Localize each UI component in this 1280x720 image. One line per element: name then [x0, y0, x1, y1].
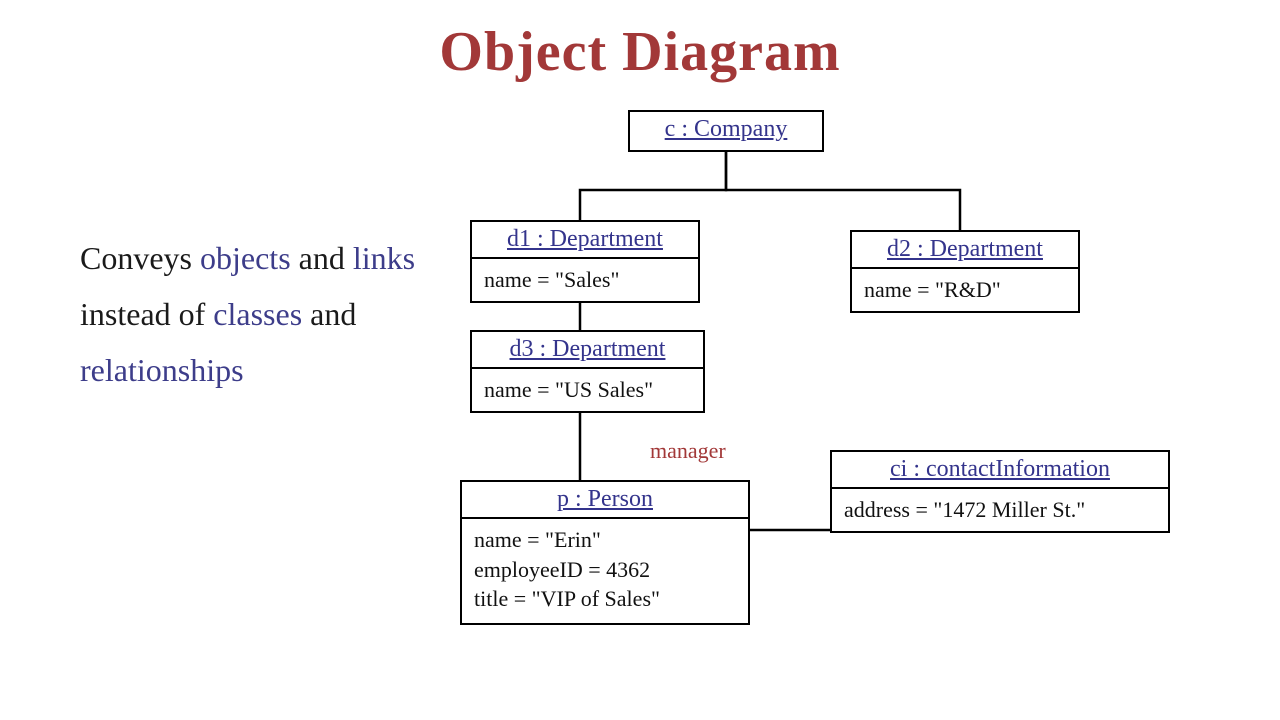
node-attrs: name = "Erin"employeeID = 4362title = "V…	[462, 519, 748, 620]
node-attrs: name = "US Sales"	[472, 369, 703, 411]
description-text: Conveys objects and links instead of cla…	[80, 230, 440, 398]
node-header: d3 : Department	[472, 332, 703, 369]
node-department-d3: d3 : Department name = "US Sales"	[470, 330, 705, 413]
node-header: d2 : Department	[852, 232, 1078, 269]
node-contact-info: ci : contactInformation address = "1472 …	[830, 450, 1170, 533]
node-header: ci : contactInformation	[832, 452, 1168, 489]
edge-label-manager: manager	[650, 438, 726, 464]
node-attrs: name = "R&D"	[852, 269, 1078, 311]
node-attrs: name = "Sales"	[472, 259, 698, 301]
node-header: p : Person	[462, 482, 748, 519]
node-person: p : Person name = "Erin"employeeID = 436…	[460, 480, 750, 625]
page-title: Object Diagram	[0, 20, 1280, 84]
node-header: c : Company	[630, 112, 822, 147]
node-department-d2: d2 : Department name = "R&D"	[850, 230, 1080, 313]
node-attrs: address = "1472 Miller St."	[832, 489, 1168, 531]
node-header: d1 : Department	[472, 222, 698, 259]
node-department-d1: d1 : Department name = "Sales"	[470, 220, 700, 303]
object-diagram: c : Company d1 : Department name = "Sale…	[460, 110, 1210, 690]
node-company: c : Company	[628, 110, 824, 152]
